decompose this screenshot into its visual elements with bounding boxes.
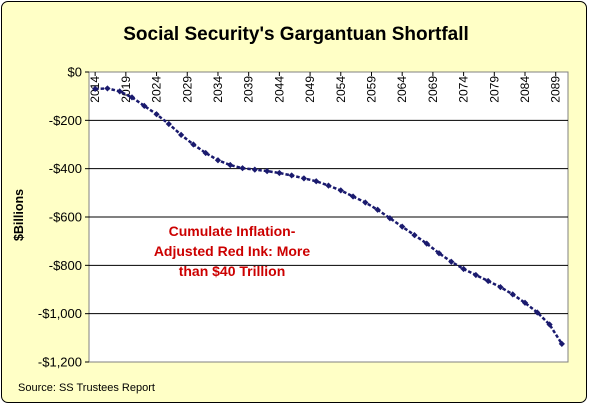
data-point [214, 157, 222, 164]
x-tick-label: 2064 [395, 76, 409, 103]
series-line [92, 85, 565, 347]
y-tick-label: -$1,000 [38, 306, 82, 321]
x-tick-label: 2084 [518, 76, 532, 103]
data-point [485, 277, 492, 285]
x-tick-label: 2074 [457, 76, 471, 103]
y-axis-label: $Billions [12, 189, 26, 241]
data-point [190, 141, 197, 148]
x-tick-label: 2044 [272, 76, 286, 103]
data-point [128, 94, 136, 101]
data-point [239, 165, 246, 172]
x-tick-label: 2054 [334, 76, 348, 103]
data-point [165, 120, 172, 128]
y-tick-label: -$400 [49, 161, 82, 176]
data-point [178, 131, 185, 138]
data-point [472, 271, 479, 279]
y-tick-label: -$800 [49, 258, 82, 273]
data-point [521, 299, 529, 306]
data-point [141, 102, 148, 109]
data-point [337, 187, 344, 194]
y-axis-ticks: $0 -$200 -$400 -$600 -$800 -$1,000 -$1,200 [38, 65, 89, 370]
y-tick-label: -$200 [49, 113, 82, 128]
y-tick-label: $0 [68, 65, 82, 80]
data-point [497, 283, 504, 291]
y-tick-label: -$1,200 [38, 355, 82, 370]
annotation: Cumulate Inflation- Adjusted Red Ink: Mo… [154, 223, 311, 279]
annotation-line-2: Adjusted Red Ink: More [154, 243, 311, 259]
annotation-line-3: than $40 Trillion [179, 263, 286, 279]
data-point [92, 85, 99, 93]
gridlines [89, 119, 568, 315]
data-point [116, 88, 123, 95]
data-point [460, 265, 467, 273]
x-tick-label: 2029 [180, 76, 194, 103]
data-point [153, 111, 160, 118]
x-tick-label: 2039 [242, 76, 256, 103]
x-tick-label: 2079 [487, 76, 501, 103]
data-point [202, 149, 209, 157]
data-point [399, 223, 406, 230]
chart-title: Social Security's Gargantuan Shortfall [123, 24, 469, 45]
x-tick-label: 2059 [364, 76, 378, 103]
x-tick-label: 2049 [303, 76, 317, 103]
y-tick-label: -$600 [49, 210, 82, 225]
data-point [448, 258, 455, 265]
x-tick-label: 2034 [211, 76, 225, 103]
x-tick-label: 2089 [549, 76, 563, 103]
data-point [104, 85, 111, 92]
x-tick-label: 2069 [426, 76, 440, 103]
annotation-line-1: Cumulate Inflation- [169, 223, 296, 239]
source-note: Source: SS Trustees Report [18, 382, 155, 394]
x-tick-label: 2024 [150, 76, 164, 103]
data-point [546, 321, 553, 328]
